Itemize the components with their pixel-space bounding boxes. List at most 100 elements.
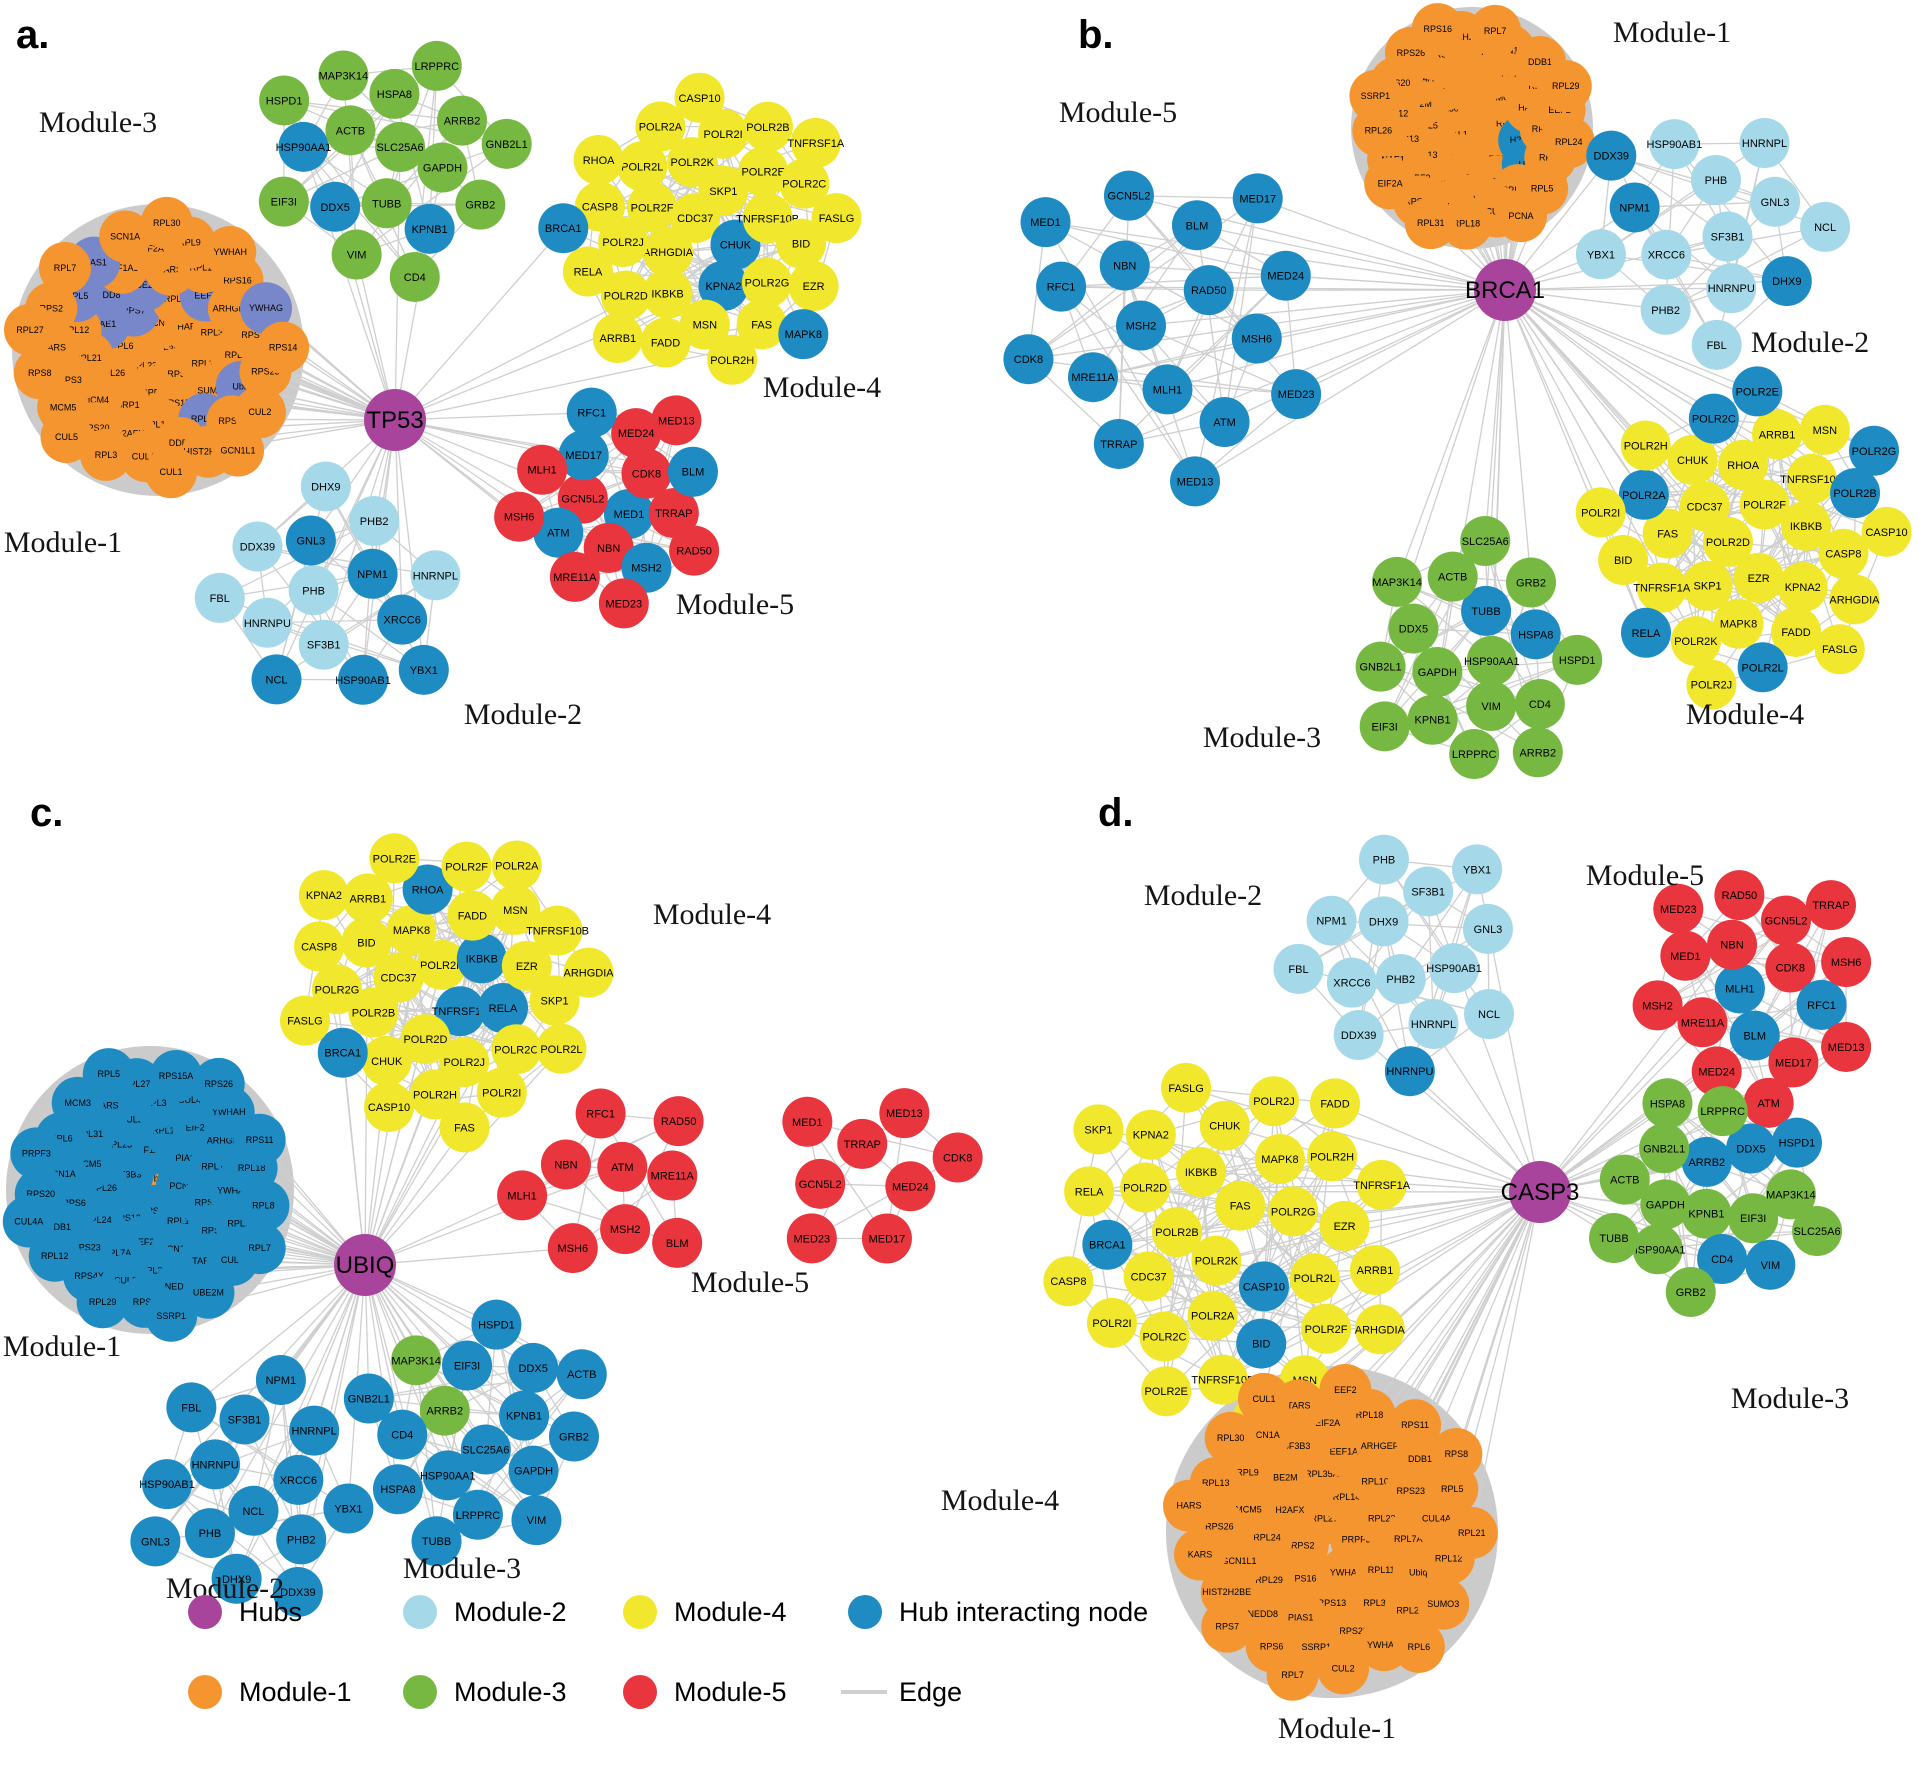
node-label: GCN5L2 bbox=[1108, 191, 1151, 203]
node-label: SSRP1 bbox=[1302, 1642, 1332, 1652]
node-label: HARS bbox=[1177, 1501, 1202, 1511]
node-label: CASP8 bbox=[582, 202, 618, 214]
node-label: TUBB bbox=[372, 198, 401, 210]
node-HSPA8: HSPA8 bbox=[372, 1464, 423, 1515]
node-LRPPRC: LRPPRC bbox=[452, 1489, 503, 1540]
node-label: ARHGDIA bbox=[564, 968, 615, 980]
node-label: TNFRSF10B bbox=[526, 926, 589, 938]
node-circle bbox=[1512, 727, 1563, 778]
node-circle bbox=[1765, 1169, 1816, 1220]
node-label: CHUK bbox=[720, 240, 752, 252]
node-label: RPL5 bbox=[1441, 1484, 1464, 1494]
node-CUL1: CUL1 bbox=[145, 446, 198, 499]
node-IKBKB: IKBKB bbox=[456, 933, 507, 984]
node-label: RPS16 bbox=[140, 1206, 169, 1216]
node-ACTB: ACTB bbox=[1427, 551, 1478, 602]
node-label: NEDD8 bbox=[1248, 1609, 1279, 1619]
node-circle bbox=[1814, 624, 1865, 675]
node-label: ARHGEF4 bbox=[1361, 1441, 1404, 1451]
node-PHB2: PHB2 bbox=[349, 495, 400, 546]
node-circle bbox=[1392, 1620, 1445, 1673]
module-a-module-3: SLC25A6 TUBB ACTB GAPDH DDX5 HSPA8 KPNB1 HSP90A… bbox=[258, 40, 532, 302]
node-label: EIF3I bbox=[1372, 721, 1398, 733]
node-label: EZR bbox=[1748, 573, 1770, 585]
node-POLR2J: POLR2J bbox=[598, 217, 649, 268]
node-BLM: BLM bbox=[1729, 1010, 1780, 1061]
node-label: RPL35A bbox=[201, 328, 235, 338]
node-label: NCL bbox=[1814, 222, 1836, 234]
node-label: SF3B3 bbox=[114, 1169, 142, 1179]
node-label: RPL7A bbox=[103, 1248, 132, 1258]
node-label: DDB1 bbox=[1408, 1454, 1432, 1464]
node-label: RPL18 bbox=[238, 1163, 266, 1173]
node-label: SLC25A6 bbox=[1462, 536, 1509, 548]
star-node-shape bbox=[129, 1150, 184, 1202]
node-label: KPNA2 bbox=[306, 890, 342, 902]
node-circle bbox=[369, 833, 420, 884]
node-circle bbox=[1849, 425, 1900, 476]
node-circle bbox=[1575, 487, 1626, 538]
node-circle bbox=[1404, 197, 1457, 250]
node-circle bbox=[194, 572, 245, 623]
hub-edge bbox=[364, 866, 468, 1266]
node-circle bbox=[1364, 157, 1417, 210]
node-circle bbox=[1161, 1062, 1212, 1113]
node-label: POLR2L bbox=[621, 161, 663, 173]
node-label: MAPK8 bbox=[1720, 619, 1757, 631]
node-label: LRPPRC bbox=[414, 61, 459, 73]
hub-label: CASP3 bbox=[1501, 1179, 1580, 1206]
node-circle bbox=[347, 548, 398, 599]
node-circle bbox=[278, 121, 329, 172]
node-circle bbox=[331, 229, 382, 280]
node-POLR2H: POLR2H bbox=[1307, 1131, 1358, 1182]
node-label: RPL26 bbox=[98, 368, 126, 378]
node-POLR2L: POLR2L bbox=[536, 1023, 587, 1074]
hub-edge bbox=[1257, 197, 1506, 291]
node-label: NCL bbox=[1478, 1009, 1500, 1021]
node-circle bbox=[511, 1495, 562, 1546]
node-label: POLR2K bbox=[1195, 1256, 1239, 1268]
node-label: RPL9 bbox=[1236, 1467, 1259, 1477]
node-label: MCM5 bbox=[50, 402, 77, 412]
node-label: RELA bbox=[574, 267, 603, 279]
node-MED17: MED17 bbox=[1232, 173, 1283, 224]
panel-b-labels: b. Module-1 Module-5 Module-2 Module-4 Module… bbox=[1059, 13, 1869, 754]
node-label: POLR2B bbox=[746, 122, 789, 134]
node-KPNB1: KPNB1 bbox=[1407, 694, 1458, 745]
node-label: EIF3I bbox=[271, 197, 297, 209]
node-label: SSRP1 bbox=[110, 400, 140, 410]
node-CASP8: CASP8 bbox=[574, 181, 625, 232]
node-circle bbox=[652, 1217, 703, 1268]
node-BID: BID bbox=[1236, 1318, 1287, 1369]
node-POLR2I: POLR2I bbox=[476, 1067, 527, 1118]
node-label: MSH2 bbox=[631, 563, 662, 575]
node-circle bbox=[536, 1023, 587, 1074]
node-circle bbox=[1640, 1179, 1691, 1230]
node-label: DHX9 bbox=[1369, 916, 1398, 928]
node-label: CUL4B bbox=[132, 451, 161, 461]
node-circle bbox=[1317, 1642, 1370, 1695]
module-d-module-4: POLR2K FAS CASP10 POLR2B POLR2G POLR2A IKBKB PO… bbox=[1043, 1062, 1411, 1445]
node-circle bbox=[1653, 883, 1704, 934]
node-label: Ubiq bbox=[232, 382, 251, 392]
legend-swatch-hubs bbox=[188, 1595, 222, 1629]
node-label: RHOA bbox=[583, 155, 615, 167]
hub-edge bbox=[1484, 289, 1506, 542]
node-circle bbox=[1123, 1251, 1174, 1302]
node-HSP90AB1: HSP90AB1 bbox=[1426, 943, 1482, 994]
hub-tp53: TP53 bbox=[364, 389, 426, 451]
node-label: KPNB1 bbox=[412, 224, 448, 236]
node-label: POLR2A bbox=[1622, 490, 1666, 502]
node-circle bbox=[318, 50, 369, 101]
node-GCN1L1: GCN1L1 bbox=[212, 424, 265, 477]
edge bbox=[1148, 1275, 1327, 1330]
edge bbox=[1045, 221, 1286, 277]
node-label: HIST2H2BE bbox=[183, 447, 232, 457]
hub-node bbox=[334, 1234, 396, 1296]
node-circle bbox=[82, 1048, 135, 1101]
node-MRE11A: MRE11A bbox=[1067, 352, 1118, 403]
node-label: DDX39 bbox=[1594, 151, 1629, 163]
node-label: HARS bbox=[177, 321, 202, 331]
node-label: GNB2L1 bbox=[348, 1394, 390, 1406]
node-RPS14: RPS14 bbox=[257, 321, 310, 374]
